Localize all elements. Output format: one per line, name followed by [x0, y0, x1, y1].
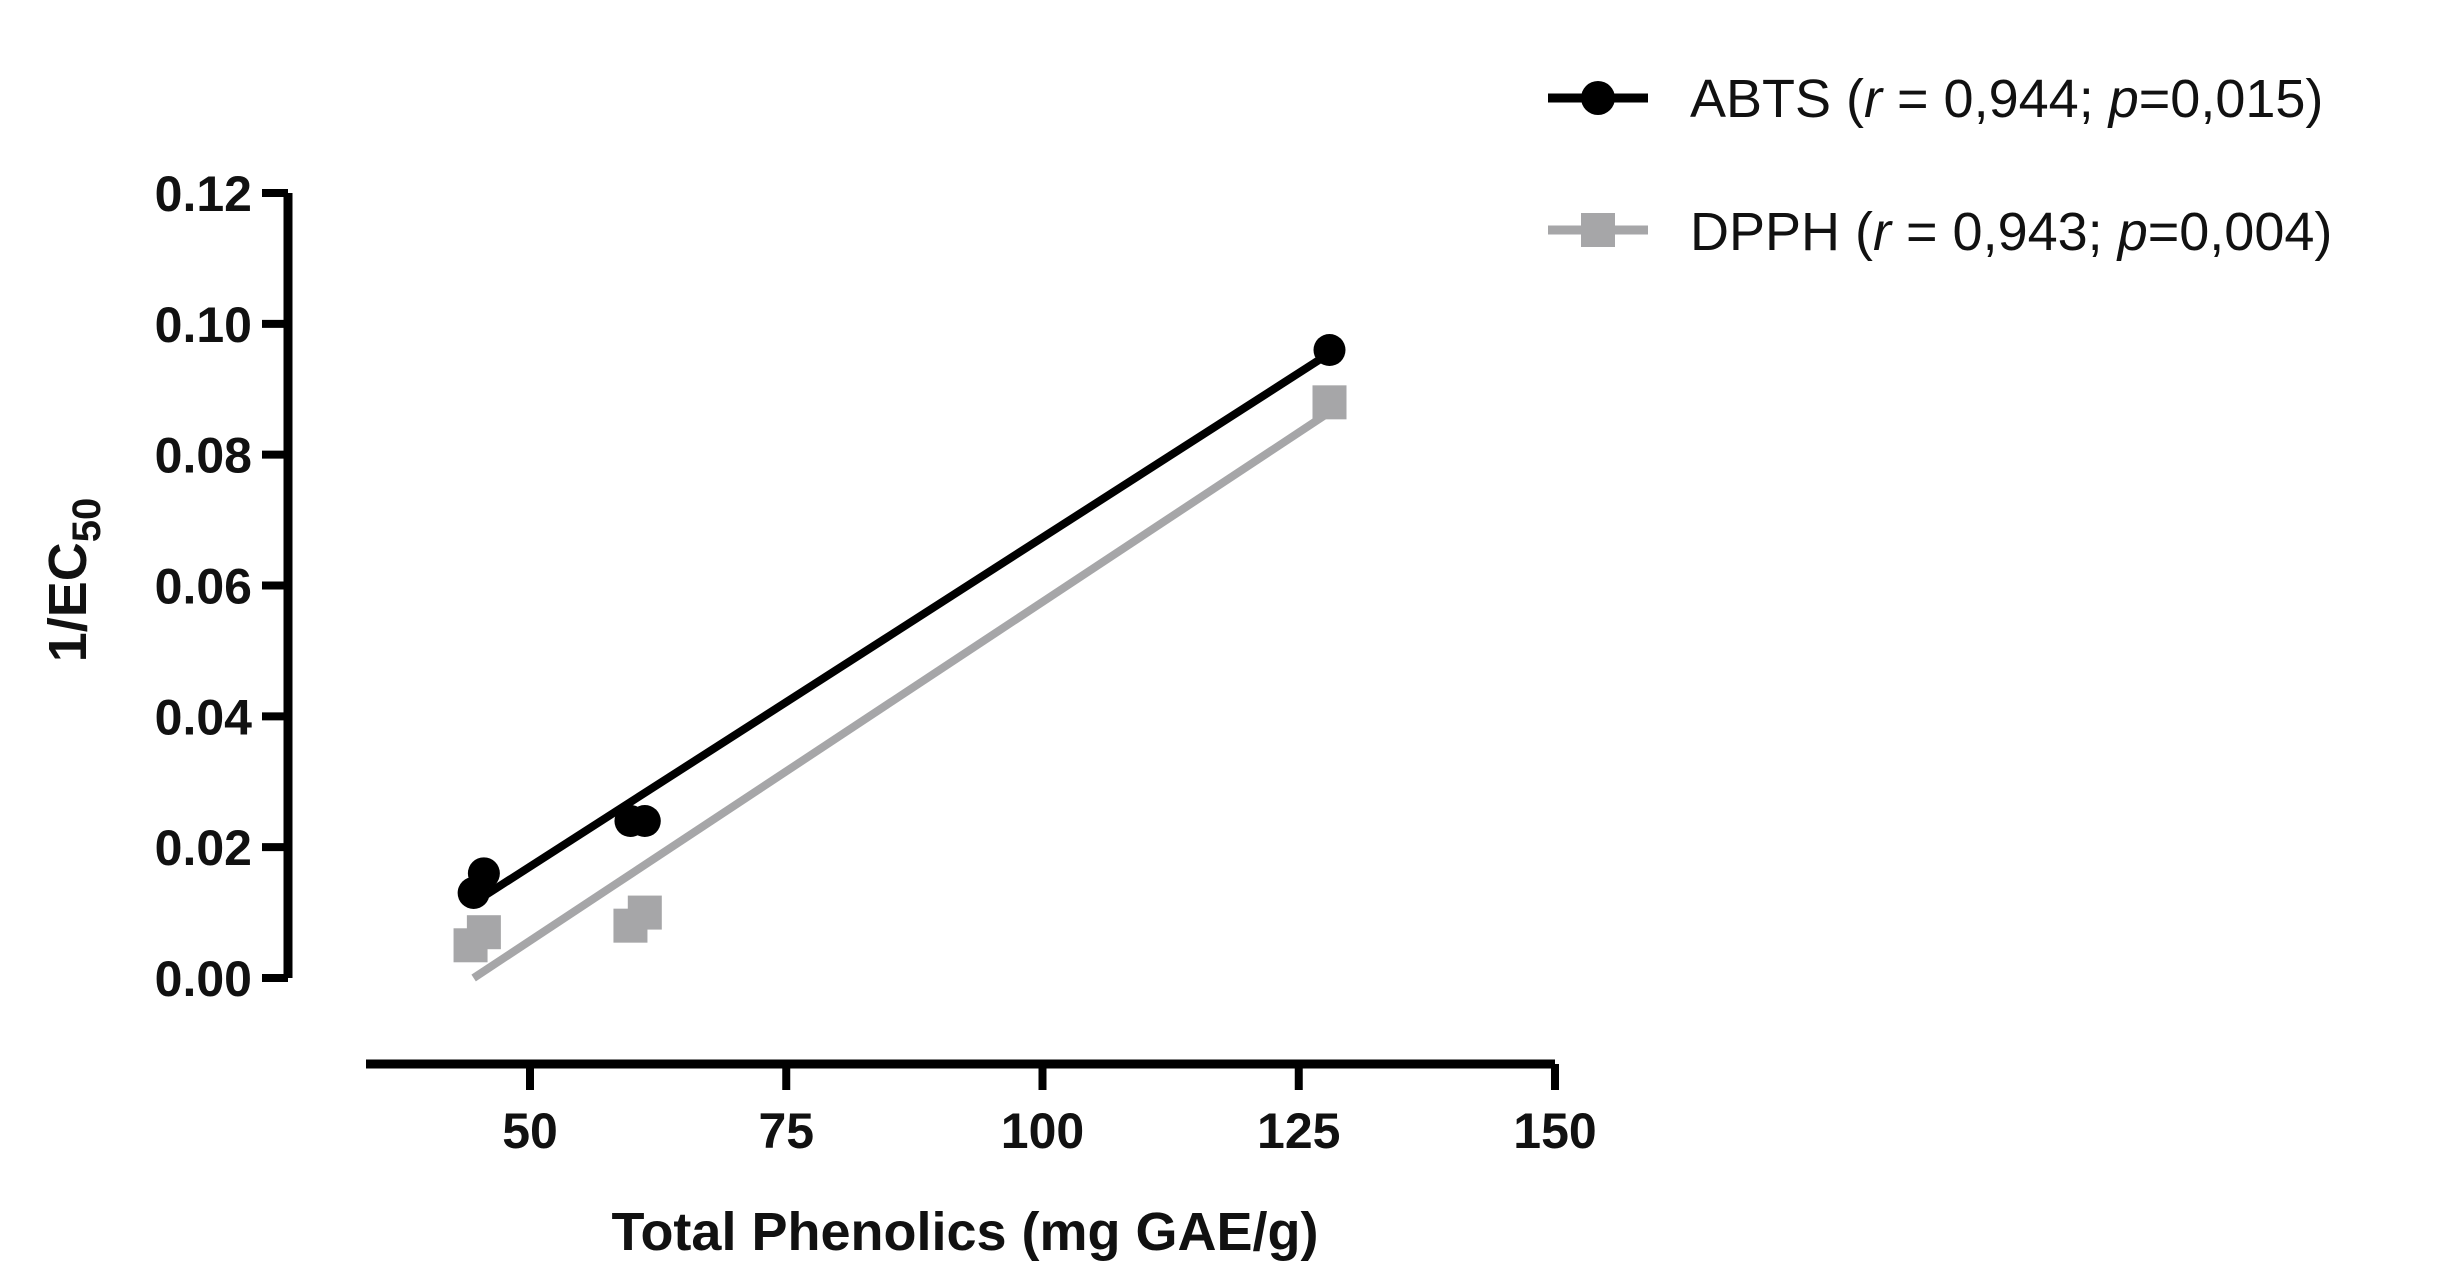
- x-axis: 50 75 100 125 150: [366, 1059, 1597, 1159]
- point-abts: [628, 805, 661, 837]
- y-tick-label: 0.02: [155, 820, 252, 876]
- fit-line-abts: [471, 349, 1332, 907]
- y-tick-label: 0.08: [155, 428, 252, 484]
- point-abts: [1313, 334, 1346, 366]
- regression-lines: [471, 349, 1332, 982]
- y-axis: 0.00 0.02 0.04 0.06 0.08 0.10 0.12: [155, 166, 293, 1007]
- data-points: [453, 334, 1347, 963]
- y-tick-label: 0.00: [155, 951, 252, 1007]
- legend-marker-dpph: [1581, 213, 1615, 247]
- point-dpph: [627, 895, 662, 930]
- y-tick-label: 0.10: [155, 297, 252, 353]
- legend-marker-abts: [1581, 81, 1615, 115]
- legend-item-dpph: DPPH (r = 0,943; p=0,004): [1548, 202, 2332, 262]
- x-tick-label: 125: [1257, 1103, 1340, 1159]
- x-tick-label: 50: [502, 1103, 558, 1159]
- legend-item-abts: ABTS (r = 0,944; p=0,015): [1548, 69, 2323, 129]
- x-tick-label: 150: [1513, 1103, 1596, 1159]
- legend: ABTS (r = 0,944; p=0,015) DPPH (r = 0,94…: [1548, 69, 2332, 262]
- legend-label-dpph: DPPH (r = 0,943; p=0,004): [1690, 202, 2332, 262]
- y-axis-title: 1/EC50: [38, 498, 109, 663]
- legend-label-abts: ABTS (r = 0,944; p=0,015): [1690, 69, 2323, 129]
- x-axis-title: Total Phenolics (mg GAE/g): [611, 1202, 1318, 1262]
- x-tick-label: 75: [758, 1103, 814, 1159]
- point-dpph: [466, 915, 501, 950]
- point-abts: [467, 857, 500, 890]
- y-tick-label: 0.12: [155, 166, 252, 222]
- fit-line-dpph: [471, 408, 1332, 982]
- x-tick-label: 100: [1001, 1103, 1084, 1159]
- point-dpph: [1312, 385, 1347, 420]
- y-tick-label: 0.06: [155, 559, 252, 615]
- y-tick-label: 0.04: [155, 689, 253, 745]
